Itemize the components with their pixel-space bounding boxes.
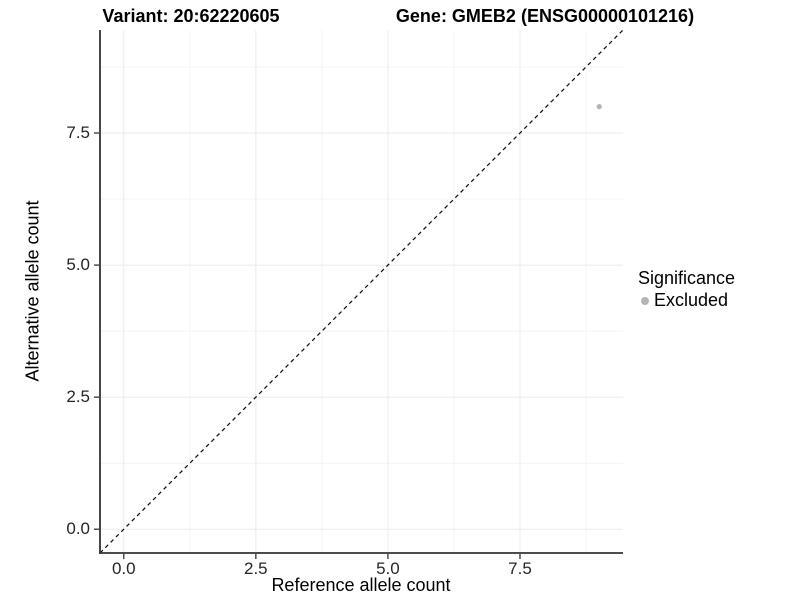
y-axis-title: Alternative allele count — [22, 200, 43, 382]
plot-title-gene: Gene: GMEB2 (ENSG00000101216) — [395, 6, 695, 26]
y-tick-label: 7.5 — [66, 123, 90, 142]
legend: Significance Excluded — [638, 268, 735, 311]
x-tick-label: 5.0 — [376, 559, 400, 578]
legend-item-excluded: Excluded — [638, 290, 735, 311]
identity-line — [99, 29, 624, 554]
legend-item-label: Excluded — [654, 290, 729, 310]
legend-dot-icon — [641, 296, 649, 305]
plot-title-variant: Variant: 20:62220605 — [102, 6, 280, 26]
x-axis-title: Reference allele count — [271, 575, 451, 595]
legend-title: Significance — [638, 268, 736, 288]
x-tick-label: 7.5 — [508, 559, 532, 578]
x-tick-label: 0.0 — [111, 559, 136, 578]
y-tick-label: 2.5 — [66, 387, 90, 407]
y-tick-label: 0.0 — [66, 519, 90, 539]
x-tick-label: 2.5 — [244, 559, 268, 578]
y-tick-label: 5.0 — [66, 255, 90, 275]
data-point — [596, 104, 602, 110]
